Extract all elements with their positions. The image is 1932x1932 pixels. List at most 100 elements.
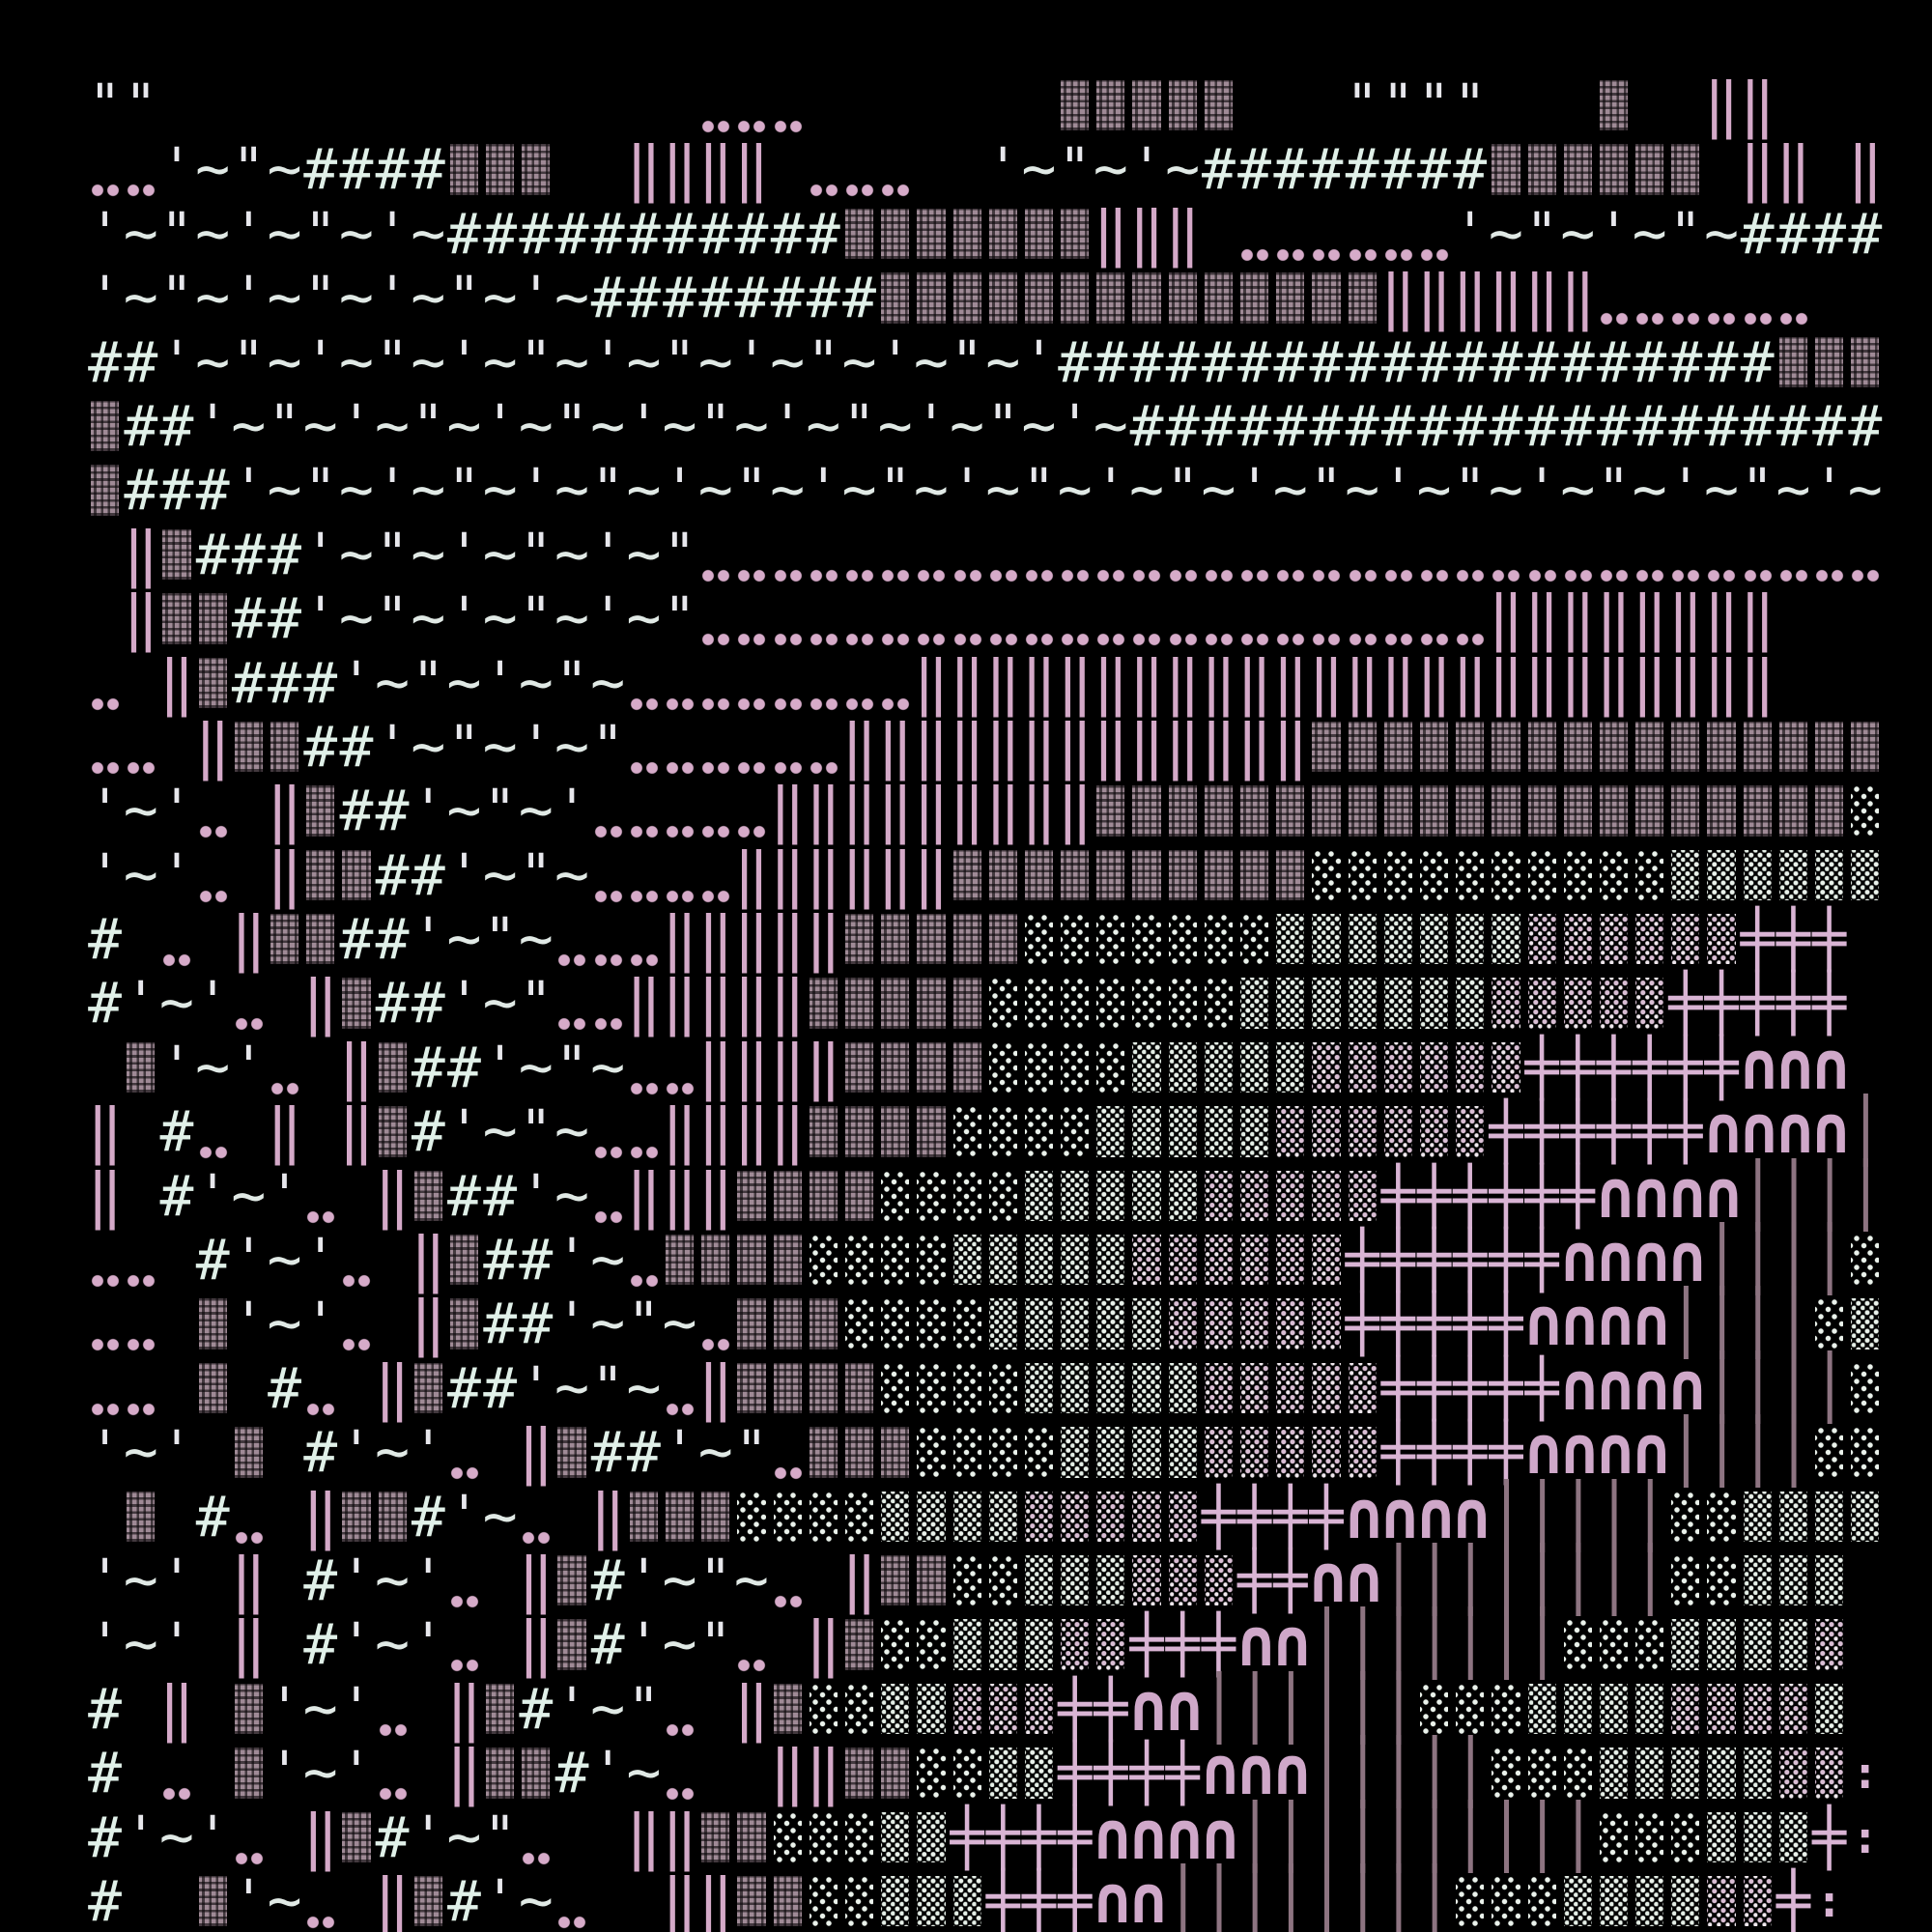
double-bar-icon: ‖ — [266, 1095, 303, 1167]
apostrophe-glyph: ' — [483, 650, 517, 714]
apostrophe-glyph: ' — [483, 1868, 517, 1932]
hash-glyph: # — [1776, 200, 1810, 267]
hash-glyph: # — [1597, 328, 1631, 395]
double-bar-icon: ‖ — [1020, 646, 1058, 718]
mauve-block-icon — [913, 1548, 949, 1612]
double-bar-icon: ‖ — [1667, 582, 1704, 654]
hash-glyph: # — [806, 200, 840, 267]
tilde-wave-glyph: ~ — [626, 520, 662, 588]
hash-glyph: # — [1560, 392, 1595, 459]
dense-dots-icon — [1811, 843, 1847, 907]
dot-pair-icon — [123, 1228, 159, 1293]
pink-dots-icon — [1667, 1677, 1703, 1741]
tilde-wave-glyph: ~ — [662, 1546, 697, 1614]
dense-dots-icon — [1093, 1099, 1128, 1163]
empty-cell — [1847, 1869, 1883, 1932]
empty-cell — [770, 137, 806, 201]
pink-dots-icon — [1236, 1164, 1272, 1228]
hash-glyph: # — [303, 1419, 338, 1486]
apostrophe-glyph: ' — [627, 1612, 661, 1676]
tilde-wave-glyph: ~ — [1416, 456, 1452, 525]
double-quote-glyph: " — [1058, 137, 1092, 201]
tilde-wave-glyph: ~ — [626, 327, 662, 396]
tilde-wave-glyph: ~ — [1632, 456, 1667, 525]
mauve-block-icon — [733, 1228, 769, 1292]
empty-cell — [1811, 137, 1847, 201]
empty-cell — [950, 73, 985, 137]
tilde-wave-glyph: ~ — [733, 1546, 770, 1614]
empty-cell — [877, 73, 913, 137]
double-quote-glyph: " — [663, 522, 696, 585]
empty-cell — [770, 1612, 806, 1676]
hash-glyph: # — [268, 521, 301, 587]
dot-pair-icon — [1344, 586, 1380, 651]
hash-glyph: # — [626, 265, 661, 331]
dot-pair-icon — [733, 714, 770, 780]
dot-pair-icon — [1200, 586, 1236, 651]
grid-row-2: '~"~'~"~'~########### ‖‖‖ '~"~'~"~#### — [87, 200, 1883, 267]
tilde-wave-glyph: ~ — [697, 327, 733, 396]
apostrophe-glyph: ' — [591, 329, 625, 393]
double-bar-icon: ‖ — [913, 838, 950, 910]
dot-pair-icon — [697, 1292, 734, 1356]
tilde-wave-glyph: ~ — [518, 1866, 554, 1932]
arch-icon: ∩ — [1415, 1477, 1456, 1554]
tilde-wave-glyph: ~ — [770, 456, 806, 525]
arch-icon: ∩ — [1775, 1028, 1815, 1105]
single-bar-icon: │ — [1452, 1737, 1490, 1809]
apostrophe-glyph: ' — [232, 1868, 266, 1932]
dense-dots-icon — [1345, 907, 1380, 971]
double-bar-icon: ‖ — [158, 1672, 195, 1744]
sparse-dots-icon — [950, 1099, 985, 1163]
empty-cell — [1308, 73, 1344, 137]
dense-dots-icon — [1776, 1805, 1811, 1869]
sparse-dots-icon — [950, 1548, 985, 1612]
empty-cell — [1847, 1677, 1883, 1741]
grid-row-4: ##'~"~'~"~'~"~'~"~'~"~'~"~'#############… — [87, 327, 1883, 396]
hash-glyph: # — [1345, 328, 1379, 395]
tilde-wave-glyph: ~ — [1345, 456, 1380, 525]
apostrophe-glyph: ' — [160, 137, 193, 201]
dot-pair-icon — [589, 971, 626, 1036]
tilde-wave-glyph: ~ — [411, 456, 446, 525]
tilde-wave-glyph: ~ — [267, 1866, 302, 1932]
mauve-block-icon — [411, 1164, 446, 1228]
dense-dots-icon — [1308, 907, 1344, 971]
pink-dots-icon — [1308, 1164, 1344, 1228]
hash-glyph: # — [806, 265, 840, 331]
apostrophe-glyph: ' — [303, 1292, 337, 1355]
double-bar-icon: ‖ — [733, 967, 770, 1038]
double-quote-glyph: " — [627, 1676, 661, 1740]
mauve-block-icon — [1847, 330, 1883, 394]
mauve-block-icon — [267, 715, 302, 779]
double-bar-icon: ‖ — [1164, 646, 1201, 718]
tilde-wave-glyph: ~ — [1776, 456, 1811, 525]
arch-icon: ∩ — [1200, 1798, 1240, 1875]
dot-pair-icon — [662, 650, 698, 715]
mauve-block-icon — [1236, 779, 1272, 842]
tilde-wave-glyph: ~ — [1272, 456, 1308, 525]
sparse-dots-icon — [1128, 907, 1164, 971]
mauve-block-icon — [1488, 137, 1523, 201]
mauve-block-icon — [1416, 715, 1452, 779]
double-bar-icon: ‖ — [518, 1416, 554, 1488]
dot-pair-icon — [662, 779, 698, 843]
tilde-wave-glyph: ~ — [626, 456, 662, 525]
dot-pair-icon — [625, 1099, 662, 1164]
arch-icon: ∩ — [1632, 1285, 1672, 1362]
pink-dots-icon — [1236, 1420, 1272, 1484]
dense-dots-icon — [1811, 1485, 1847, 1548]
apostrophe-glyph: ' — [447, 586, 481, 650]
dot-pair-icon — [87, 714, 124, 780]
pink-dots-icon — [1488, 971, 1523, 1035]
dot-pair-icon — [949, 586, 985, 651]
cross-icon: ╪ — [1237, 1483, 1272, 1549]
empty-cell — [806, 1548, 841, 1612]
pink-dots-icon — [1165, 1292, 1201, 1355]
double-bar-icon: ‖ — [913, 710, 950, 781]
cross-icon: ╪ — [1345, 1291, 1379, 1357]
double-bar-icon: ‖ — [769, 775, 806, 846]
double-bar-icon: ‖ — [374, 1351, 411, 1423]
single-bar-icon: │ — [1452, 1801, 1490, 1873]
single-bar-icon: │ — [1775, 1224, 1813, 1296]
